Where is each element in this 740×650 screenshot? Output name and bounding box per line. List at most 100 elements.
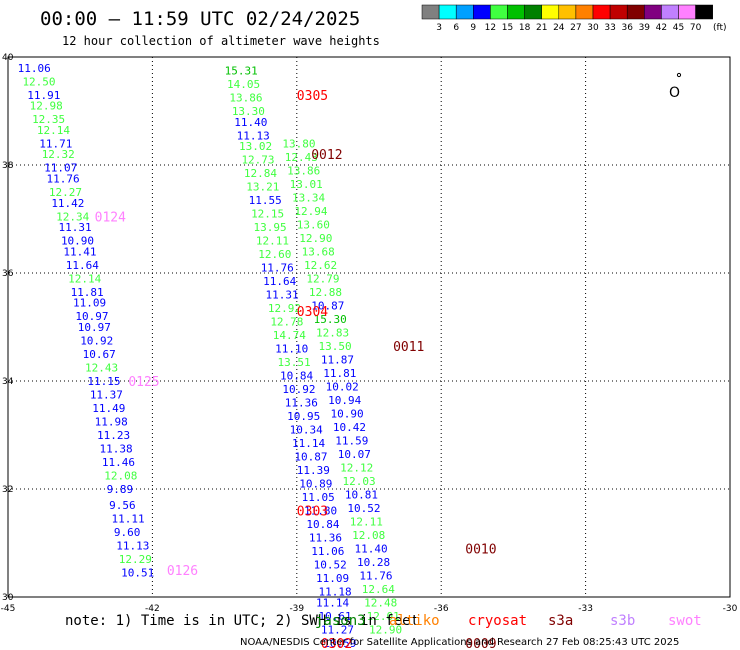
swh-value: 10.95 <box>287 410 320 423</box>
swh-value: 11.40 <box>355 542 388 555</box>
legend-cryosat: cryosat <box>468 613 527 629</box>
swh-value: 10.61 <box>318 610 351 623</box>
swh-value: 13.86 <box>229 92 262 105</box>
swh-value: 13.30 <box>232 105 265 118</box>
colorbar-swatch <box>695 4 713 20</box>
swh-value: 12.01 <box>367 610 400 623</box>
swh-value: 11.81 <box>323 367 356 380</box>
swh-value: 11.38 <box>99 443 132 456</box>
swh-value: 10.92 <box>282 383 315 396</box>
swh-value: 10.67 <box>83 348 116 361</box>
colorbar-swatch <box>661 4 679 20</box>
swh-value: 11.09 <box>316 572 349 585</box>
swh-value: 11.81 <box>71 286 104 299</box>
pass-label: 0302 <box>321 637 352 650</box>
colorbar-swatch <box>421 4 440 20</box>
swh-value: 11.46 <box>102 456 135 469</box>
swh-value: 10.92 <box>80 335 113 348</box>
swh-value: 10.84 <box>280 370 313 383</box>
pass-label: 0305 <box>297 89 328 104</box>
swh-value: 12.12 <box>340 461 373 474</box>
swh-value: 12.78 <box>270 316 303 329</box>
swh-value: 13.02 <box>239 140 272 153</box>
swh-value: 11.10 <box>275 343 308 356</box>
swh-value: 12.03 <box>343 475 376 488</box>
colorbar-label: 36 <box>621 23 633 33</box>
swh-value: 11.76 <box>47 173 80 186</box>
swh-value: 10.42 <box>333 421 366 434</box>
swh-value: 11.37 <box>90 389 123 402</box>
legend-s3b: s3b <box>610 613 635 629</box>
swh-value: 9.56 <box>109 499 136 512</box>
swh-value: 12.94 <box>294 205 327 218</box>
colorbar-label: 9 <box>470 23 476 33</box>
colorbar-swatch <box>507 4 525 20</box>
colorbar-swatch <box>678 4 696 20</box>
swh-value: 11.64 <box>66 259 99 272</box>
pass-label: 0304 <box>297 305 328 320</box>
colorbar-swatch <box>558 4 577 20</box>
swh-value: 11.91 <box>27 89 60 102</box>
island-marker: O <box>669 72 682 101</box>
pass-label: 0125 <box>128 375 159 390</box>
swh-value: 11.27 <box>321 623 354 636</box>
colorbar-unit: (ft) <box>713 23 727 33</box>
swh-value: 12.11 <box>256 235 289 248</box>
swh-value: 10.59 <box>323 637 356 650</box>
colorbar-swatch <box>490 4 508 20</box>
swh-value: 11.13 <box>237 129 270 142</box>
y-tick-label: 32 <box>2 485 13 495</box>
colorbar-swatch <box>644 4 662 20</box>
x-tick-label: -42 <box>145 604 160 614</box>
colorbar-label: 3 <box>436 23 442 33</box>
axis-ticks: -45 -42 -39 -36 -33 -30 30 32 34 36 38 40 <box>1 53 738 614</box>
colorbar-label: 15 <box>502 23 513 33</box>
swh-value: 10.52 <box>347 502 380 515</box>
swh-value: 11.71 <box>39 137 72 150</box>
grid <box>8 57 730 597</box>
colorbar-label: 45 <box>673 23 684 33</box>
swh-value: 11.76 <box>359 569 392 582</box>
swh-value: 13.50 <box>318 340 351 353</box>
swh-value: 13.01 <box>290 178 323 191</box>
swh-value: 11.40 <box>234 116 267 129</box>
y-tick-label: 36 <box>2 269 14 279</box>
swh-value: 11.11 <box>111 513 144 526</box>
swh-value: 15.31 <box>225 65 258 78</box>
swh-value: 10.34 <box>290 424 323 437</box>
swh-value: 11.09 <box>73 297 106 310</box>
swh-value: 13.51 <box>278 356 311 369</box>
swh-value: 11.06 <box>311 545 344 558</box>
swh-value: 12.43 <box>285 151 318 164</box>
swh-value: 11.05 <box>302 491 335 504</box>
swh-value: 14.05 <box>227 78 260 91</box>
colorbar-swatch <box>575 4 594 20</box>
swh-value: 12.14 <box>68 272 101 285</box>
swh-value: 11.41 <box>63 245 96 258</box>
pass-label: 0303 <box>297 505 328 520</box>
swh-value: 12.84 <box>244 167 277 180</box>
colorbar-swatch <box>592 4 611 20</box>
swh-value: 9.60 <box>114 526 141 539</box>
swh-value: 12.15 <box>251 208 284 221</box>
swh-value: 10.90 <box>61 235 94 248</box>
swh-value: 12.90 <box>369 623 402 636</box>
colorbar-swatch <box>626 4 645 20</box>
pass-label: 0010 <box>465 542 496 557</box>
legend-s3a: s3a <box>548 613 573 629</box>
pass-label: 0124 <box>95 210 126 225</box>
swh-value: 12.90 <box>299 232 332 245</box>
island-glyph: O <box>669 85 680 101</box>
swh-value: 11.42 <box>51 197 84 210</box>
swh-value: 10.87 <box>311 299 344 312</box>
footer-credit: NOAA/NESDIS Center for Satellite Applica… <box>240 637 679 648</box>
swh-value: 11.18 <box>318 586 351 599</box>
swh-value: 12.62 <box>304 259 337 272</box>
swh-value: 13.68 <box>302 245 335 258</box>
swh-value: 12.83 <box>316 326 349 339</box>
swh-value: 10.02 <box>326 380 359 393</box>
swh-value: 12.50 <box>22 75 55 88</box>
swh-value: 10.94 <box>328 394 361 407</box>
swh-value: 13.80 <box>282 137 315 150</box>
